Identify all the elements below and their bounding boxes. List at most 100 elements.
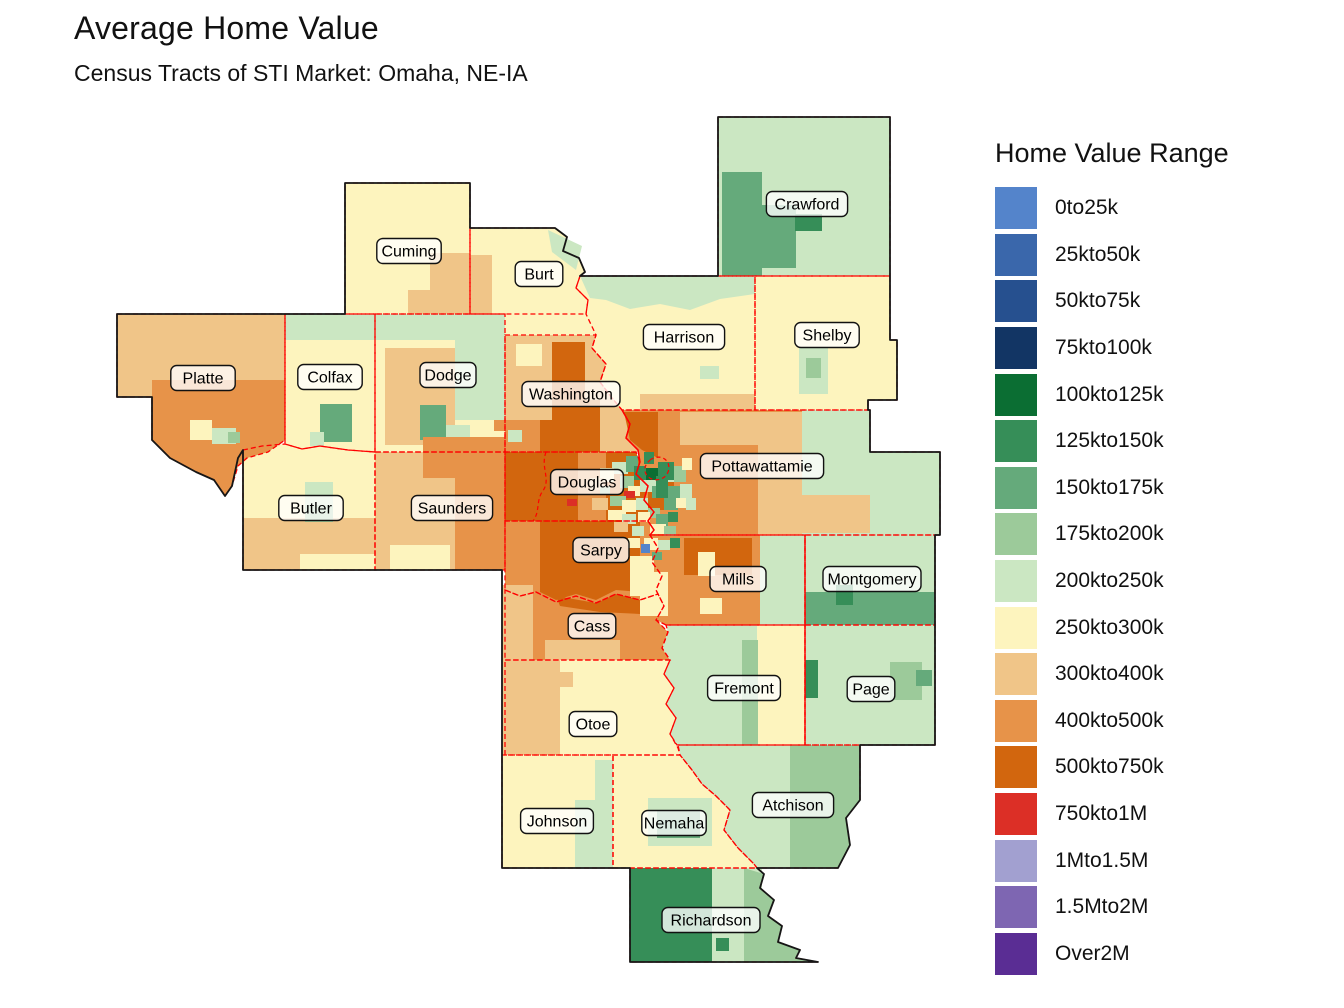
legend-swatch xyxy=(995,280,1037,323)
county-label: Montgomery xyxy=(822,565,922,593)
legend-item-label: 200kto250k xyxy=(1055,569,1164,593)
svg-text:Cuming: Cuming xyxy=(381,244,436,261)
county-label: Nemaha xyxy=(641,809,707,837)
county-label: Richardson xyxy=(661,906,761,934)
legend-item-label: 75kto100k xyxy=(1055,336,1152,360)
svg-text:Mills: Mills xyxy=(722,572,754,589)
legend-swatch xyxy=(995,793,1037,836)
legend-item: 750kto1M xyxy=(995,791,1325,838)
market-outline xyxy=(116,116,941,963)
legend-item: 400kto500k xyxy=(995,698,1325,745)
legend-item: 0to25k xyxy=(995,185,1325,232)
svg-text:Shelby: Shelby xyxy=(803,328,852,345)
legend-item: 200kto250k xyxy=(995,558,1325,605)
svg-text:Washington: Washington xyxy=(529,387,613,404)
legend-item: 25kto50k xyxy=(995,232,1325,279)
svg-text:Sarpy: Sarpy xyxy=(580,543,622,560)
county-label: Atchison xyxy=(751,791,835,819)
svg-text:Pottawattamie: Pottawattamie xyxy=(711,459,812,476)
county-label: Washington xyxy=(521,380,621,408)
legend-item: 50kto75k xyxy=(995,278,1325,325)
county-label: Mills xyxy=(709,565,767,593)
legend-swatch xyxy=(995,932,1037,975)
county-label: Dodge xyxy=(419,361,477,389)
legend-item-label: 1Mto1.5M xyxy=(1055,848,1149,872)
legend-swatch xyxy=(995,187,1037,230)
svg-text:Saunders: Saunders xyxy=(418,501,487,518)
legend-item-label: 50kto75k xyxy=(1055,289,1141,313)
legend-swatch xyxy=(995,373,1037,416)
svg-text:Otoe: Otoe xyxy=(576,717,611,734)
legend-item: Over2M xyxy=(995,931,1325,978)
svg-text:Cass: Cass xyxy=(574,619,610,636)
legend-swatch xyxy=(995,513,1037,556)
county-label: Crawford xyxy=(765,190,849,218)
legend-swatch xyxy=(995,233,1037,276)
svg-text:Johnson: Johnson xyxy=(527,814,588,831)
svg-text:Page: Page xyxy=(852,682,889,699)
county-label: Otoe xyxy=(568,710,618,738)
legend-title: Home Value Range xyxy=(995,138,1229,168)
legend-item: 1.5Mto2M xyxy=(995,884,1325,931)
legend-item: 250kto300k xyxy=(995,604,1325,651)
legend-swatch xyxy=(995,606,1037,649)
county-label: Harrison xyxy=(642,323,726,351)
legend-item: 300kto400k xyxy=(995,651,1325,698)
svg-text:Burt: Burt xyxy=(524,267,554,284)
county-label: Butler xyxy=(278,494,344,522)
legend-item-label: 175kto200k xyxy=(1055,522,1164,546)
legend-swatch xyxy=(995,699,1037,742)
legend-swatch xyxy=(995,746,1037,789)
legend-item-label: 300kto400k xyxy=(1055,662,1164,686)
legend-swatch xyxy=(995,560,1037,603)
legend-item: 500kto750k xyxy=(995,744,1325,791)
svg-text:Colfax: Colfax xyxy=(307,370,352,387)
legend: Home Value Range 0to25k 25kto50k 50kto75… xyxy=(995,138,1325,977)
county-label: Burt xyxy=(514,260,564,288)
legend-item: 150kto175k xyxy=(995,465,1325,512)
county-label: Cass xyxy=(567,612,617,640)
svg-text:Richardson: Richardson xyxy=(671,913,752,930)
svg-text:Dodge: Dodge xyxy=(424,368,471,385)
legend-swatch xyxy=(995,886,1037,929)
county-label: Douglas xyxy=(549,468,625,496)
legend-item: 75kto100k xyxy=(995,325,1325,372)
legend-item-label: 150kto175k xyxy=(1055,475,1164,499)
page-title: Average Home Value xyxy=(74,10,379,46)
legend-item-label: 25kto50k xyxy=(1055,242,1141,266)
legend-item-label: 1.5Mto2M xyxy=(1055,895,1149,919)
legend-swatch xyxy=(995,466,1037,509)
county-label: Shelby xyxy=(794,321,860,349)
legend-item-label: 500kto750k xyxy=(1055,755,1164,779)
legend-item: 100kto125k xyxy=(995,371,1325,418)
svg-text:Harrison: Harrison xyxy=(654,330,714,347)
legend-item-label: 400kto500k xyxy=(1055,708,1164,732)
legend-item: 1Mto1.5M xyxy=(995,837,1325,884)
legend-swatch xyxy=(995,653,1037,696)
legend-swatch xyxy=(995,327,1037,370)
svg-text:Nemaha: Nemaha xyxy=(644,816,705,833)
legend-swatch xyxy=(995,839,1037,882)
svg-text:Douglas: Douglas xyxy=(558,475,617,492)
svg-text:Crawford: Crawford xyxy=(775,197,840,214)
legend-item-label: 250kto300k xyxy=(1055,615,1164,639)
legend-item-label: 100kto125k xyxy=(1055,382,1164,406)
legend-item-label: 0to25k xyxy=(1055,196,1119,220)
county-label: Page xyxy=(846,675,896,703)
river-state-line xyxy=(621,409,655,536)
page-subtitle: Census Tracts of STI Market: Omaha, NE-I… xyxy=(74,60,528,86)
county-label: Saunders xyxy=(410,494,494,522)
legend-item-label: 125kto150k xyxy=(1055,429,1164,453)
legend-item: 175kto200k xyxy=(995,511,1325,558)
county-label: Cuming xyxy=(376,237,442,265)
county-label: Platte xyxy=(170,364,236,392)
svg-text:Fremont: Fremont xyxy=(714,681,774,698)
county-label: Sarpy xyxy=(572,536,630,564)
svg-text:Montgomery: Montgomery xyxy=(828,572,917,589)
county-label: Fremont xyxy=(706,674,782,702)
county-label: Colfax xyxy=(297,363,363,391)
city-boundary-council-bluffs xyxy=(644,456,670,481)
svg-text:Butler: Butler xyxy=(290,501,332,518)
